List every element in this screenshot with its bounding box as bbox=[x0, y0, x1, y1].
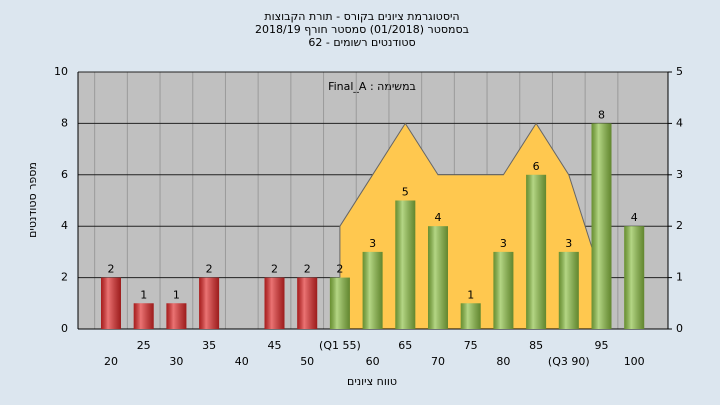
x-tick-label: (Q1 55) bbox=[319, 339, 361, 352]
value-label: 2 bbox=[304, 263, 311, 276]
y-axis-label: מספר סטודנטים bbox=[26, 162, 39, 238]
bar-shine bbox=[101, 277, 121, 329]
title-line: בסמסטר (01/2018) סמסטר חורף 2018/19 bbox=[255, 23, 469, 36]
value-label: 5 bbox=[402, 186, 409, 199]
y-tick-label: 0 bbox=[61, 322, 68, 335]
x-tick-label: 65 bbox=[398, 339, 412, 352]
x-tick-label: 45 bbox=[268, 339, 282, 352]
value-label: 3 bbox=[369, 237, 376, 250]
value-label: 4 bbox=[631, 211, 638, 224]
x-tick-label: 25 bbox=[137, 339, 151, 352]
y2-tick-label: 1 bbox=[676, 271, 683, 284]
bar-shine bbox=[624, 226, 645, 329]
x-tick-label: 30 bbox=[169, 355, 183, 368]
x-tick-label: 20 bbox=[104, 355, 118, 368]
y-tick-label: 10 bbox=[54, 65, 68, 78]
value-label: 3 bbox=[500, 237, 507, 250]
x-tick-label: 35 bbox=[202, 339, 216, 352]
title-line: סטודנטים רשומים - 62 bbox=[308, 36, 415, 49]
x-tick-label: 60 bbox=[366, 355, 380, 368]
x-tick-label: 40 bbox=[235, 355, 249, 368]
y2-tick-label: 4 bbox=[676, 116, 683, 129]
bar-shine bbox=[395, 200, 416, 329]
title-line: היסטוגרמת ציונים בקורס - תורת הקבוצות bbox=[264, 10, 459, 23]
x-axis-label: טווח ציונים bbox=[347, 375, 397, 388]
bar-shine bbox=[133, 303, 154, 329]
x-tick-label: 95 bbox=[595, 339, 609, 352]
bar-shine bbox=[428, 226, 448, 329]
x-tick-label: (Q3 90) bbox=[548, 355, 590, 368]
value-label: 8 bbox=[598, 108, 605, 121]
value-label: 2 bbox=[271, 263, 278, 276]
y2-tick-label: 2 bbox=[676, 219, 683, 232]
bar-shine bbox=[591, 123, 612, 330]
x-tick-label: 100 bbox=[624, 355, 645, 368]
x-tick-label: 80 bbox=[496, 355, 510, 368]
y-tick-label: 2 bbox=[61, 271, 68, 284]
value-label: 2 bbox=[206, 263, 213, 276]
y2-tick-label: 3 bbox=[676, 168, 683, 181]
y-tick-label: 8 bbox=[61, 116, 68, 129]
x-tick-label: 50 bbox=[300, 355, 314, 368]
value-label: 6 bbox=[533, 160, 540, 173]
annotation: במשימה : Final_A bbox=[328, 80, 416, 93]
bar-shine bbox=[460, 303, 481, 329]
value-label: 1 bbox=[140, 288, 147, 301]
bar-shine bbox=[264, 277, 285, 329]
bar-shine bbox=[362, 251, 383, 329]
bar-shine bbox=[329, 277, 350, 329]
bar-shine bbox=[526, 174, 547, 329]
bar-shine bbox=[558, 251, 579, 329]
bar-shine bbox=[199, 277, 220, 329]
y2-tick-label: 0 bbox=[676, 322, 683, 335]
bar-shine bbox=[166, 303, 187, 329]
bar-shine bbox=[297, 277, 318, 329]
x-tick-label: 85 bbox=[529, 339, 543, 352]
bar-shine bbox=[493, 251, 514, 329]
x-tick-label: 70 bbox=[431, 355, 445, 368]
value-label: 1 bbox=[467, 288, 474, 301]
value-label: 4 bbox=[435, 211, 442, 224]
y-tick-label: 4 bbox=[61, 219, 68, 232]
x-tick-label: 75 bbox=[464, 339, 478, 352]
y2-tick-label: 5 bbox=[676, 65, 683, 78]
value-label: 3 bbox=[565, 237, 572, 250]
y-tick-label: 6 bbox=[61, 168, 68, 181]
value-label: 2 bbox=[336, 263, 343, 276]
value-label: 2 bbox=[108, 263, 115, 276]
value-label: 1 bbox=[173, 288, 180, 301]
